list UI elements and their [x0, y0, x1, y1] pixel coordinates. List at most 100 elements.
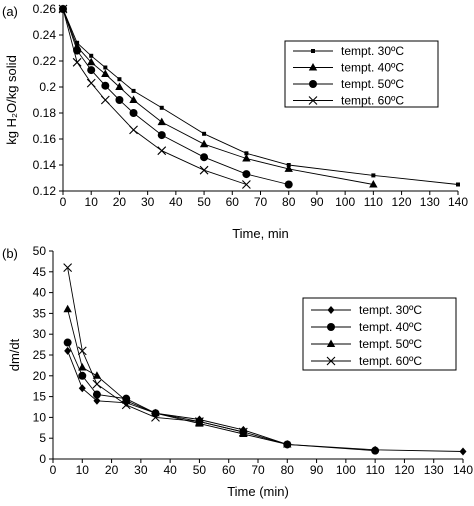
x-tick-label: 100 — [335, 195, 355, 209]
data-point — [244, 151, 249, 156]
data-point — [101, 81, 110, 90]
data-point — [242, 180, 251, 189]
x-tick-label: 100 — [336, 463, 356, 477]
data-point — [78, 371, 87, 380]
legend-marker — [327, 306, 335, 314]
legend-marker — [309, 80, 317, 88]
x-tick-label: 30 — [134, 463, 148, 477]
data-point — [459, 447, 467, 456]
y-tick-label: 40 — [33, 286, 47, 300]
data-point — [371, 173, 376, 178]
data-point — [371, 446, 380, 455]
y-tick-label: 10 — [33, 410, 47, 424]
legend-entry: tempt. 60ºC — [341, 94, 404, 108]
y-tick-label: 20 — [33, 369, 47, 383]
series-line — [62, 8, 247, 185]
legend-entry: tempt. 30ºC — [341, 44, 404, 58]
x-tick-label: 90 — [310, 463, 324, 477]
data-point — [151, 408, 160, 417]
data-point — [63, 304, 72, 313]
data-point — [195, 419, 204, 427]
x-tick-label: 50 — [193, 463, 207, 477]
data-point — [200, 153, 209, 162]
x-tick-label: 110 — [364, 195, 383, 209]
x-tick-label: 120 — [394, 463, 414, 477]
legend-entry: tempt. 30ºC — [359, 303, 422, 317]
y-tick-label: 45 — [33, 265, 47, 279]
data-point — [89, 53, 94, 58]
data-point — [63, 338, 72, 347]
data-point — [195, 417, 204, 426]
x-tick-label: 40 — [169, 195, 183, 209]
x-tick-label: 0 — [50, 463, 57, 477]
data-point — [283, 439, 292, 448]
y-tick-label: 0.2 — [39, 80, 56, 94]
data-point — [202, 131, 207, 136]
series-line — [62, 8, 459, 185]
x-tick-label: 50 — [197, 195, 211, 209]
x-tick-label: 140 — [453, 463, 473, 477]
y-tick-label: 0.22 — [33, 54, 57, 68]
data-point — [63, 263, 73, 273]
y-tick-label: 0.18 — [33, 106, 57, 120]
data-point — [122, 396, 131, 404]
y-tick-label: 0.24 — [33, 28, 57, 42]
legend: tempt. 30ºC tempt. 40ºC tempt. 50ºC tempt. … — [302, 297, 457, 371]
legend-entry: tempt. 60ºC — [359, 354, 422, 368]
series-3 — [58, 4, 251, 189]
x-tick-label: 40 — [163, 463, 177, 477]
y-tick-label: 35 — [33, 306, 47, 320]
chart-panel-b: (b) 0 10 20 30 40 50 60 70 80 90 100 110 120 130 140 0 5… — [2, 244, 473, 499]
x-tick-label: 60 — [222, 463, 236, 477]
y-tick-label: 0.12 — [33, 184, 57, 198]
legend-marker — [327, 323, 335, 331]
x-axis-label: Time, min — [232, 226, 289, 241]
x-tick-label: 90 — [310, 195, 324, 209]
legend-entry: tempt. 50ºC — [359, 337, 422, 351]
data-point — [284, 164, 293, 172]
data-point — [77, 346, 87, 356]
data-point — [100, 95, 110, 105]
legend-box — [284, 40, 439, 108]
chart-panel-a: (a) 0 10 20 30 40 50 60 70 80 90 100 110 120 130 140 0.… — [2, 2, 468, 241]
data-point — [121, 400, 131, 410]
data-point — [239, 429, 248, 438]
series-2 — [63, 304, 292, 448]
x-axis-label: Time (min) — [227, 484, 289, 499]
x-tick-label: 140 — [448, 195, 468, 209]
x-tick-label: 110 — [366, 463, 385, 477]
y-tick-label: 50 — [33, 244, 47, 258]
legend-marker — [311, 49, 315, 53]
y-tick-label: 0.16 — [33, 132, 57, 146]
data-point — [157, 117, 166, 126]
data-point — [238, 427, 248, 437]
data-point — [93, 396, 101, 405]
x-tick-label: 130 — [420, 195, 440, 209]
data-point — [87, 66, 96, 75]
legend-marker — [308, 96, 318, 105]
x-tick-label: 70 — [251, 463, 265, 477]
data-point — [199, 165, 209, 175]
data-point — [242, 154, 251, 162]
data-point — [456, 182, 460, 187]
legend: tempt. 30ºC tempt. 40ºC tempt. 50ºC tempt. … — [284, 40, 439, 108]
data-point — [157, 146, 167, 156]
x-tick-label: 130 — [424, 463, 444, 477]
panel-label-a: (a) — [2, 4, 18, 19]
x-tick-label: 20 — [105, 463, 119, 477]
x-tick-label: 80 — [282, 195, 296, 209]
series-2 — [59, 5, 293, 189]
data-point — [78, 384, 86, 393]
data-point — [151, 413, 160, 422]
y-tick-label: 25 — [33, 348, 47, 362]
data-point — [64, 346, 72, 355]
data-point — [103, 65, 108, 70]
x-tick-label: 60 — [226, 195, 240, 209]
y-axis-label: dm/dt — [7, 338, 22, 371]
data-point — [115, 96, 124, 104]
data-point — [92, 371, 102, 379]
data-point — [242, 170, 251, 179]
data-point — [58, 4, 68, 14]
data-point — [131, 88, 136, 93]
